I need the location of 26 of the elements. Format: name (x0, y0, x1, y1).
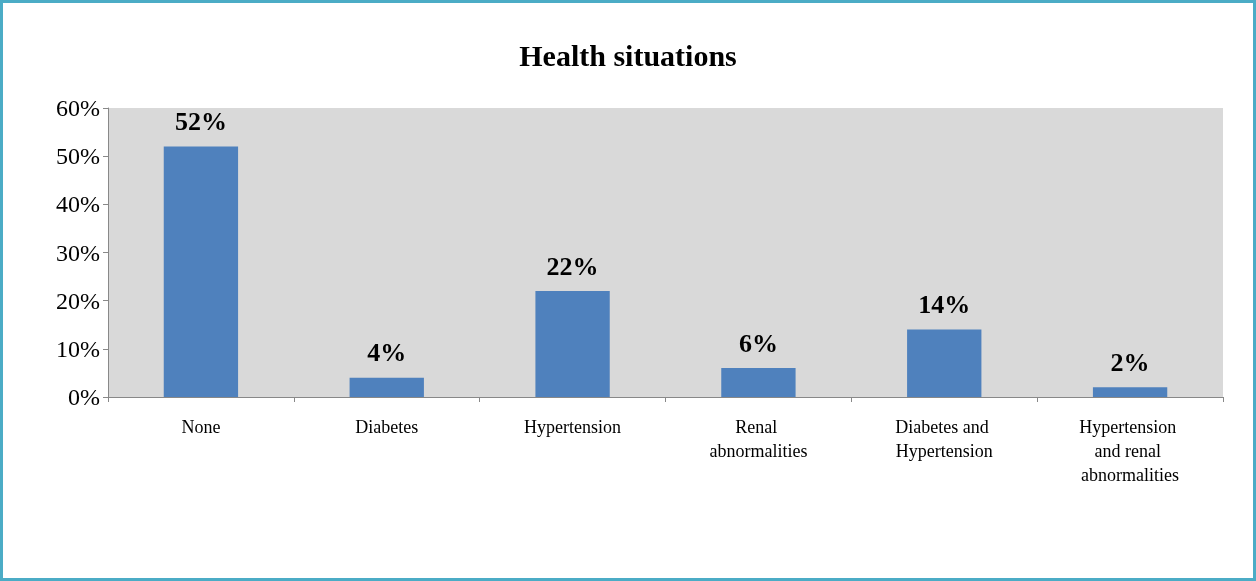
x-tick-label: Renal abnormalities (709, 417, 808, 461)
x-tick-label: Diabetes and Hypertension (895, 417, 994, 461)
y-tick-label: 50% (56, 143, 100, 170)
data-label: 4% (367, 338, 407, 368)
bar (721, 368, 796, 397)
x-tick-label: Diabetes (355, 417, 419, 437)
bar (349, 377, 424, 397)
data-label: 14% (918, 290, 971, 320)
y-tick-label: 40% (56, 191, 100, 218)
x-tick-label: Hypertension and renal abnormalities (1079, 417, 1181, 485)
bar (1092, 387, 1168, 397)
y-tick-label: 10% (56, 335, 100, 362)
x-tick-label: Hypertension (524, 417, 622, 437)
data-label: 22% (546, 251, 599, 281)
chart-title: Health situations (519, 38, 737, 72)
y-tick-label: 60% (56, 95, 100, 121)
bar (163, 146, 239, 397)
y-tick-label: 0% (68, 384, 100, 410)
data-label: 6% (738, 328, 778, 358)
bar (907, 329, 982, 397)
y-tick-label: 30% (56, 239, 100, 266)
data-label: 52% (174, 107, 227, 137)
data-label: 2% (1110, 347, 1150, 377)
x-tick-label: None (181, 417, 221, 437)
y-tick-label: 20% (56, 287, 100, 314)
bar (535, 291, 610, 397)
